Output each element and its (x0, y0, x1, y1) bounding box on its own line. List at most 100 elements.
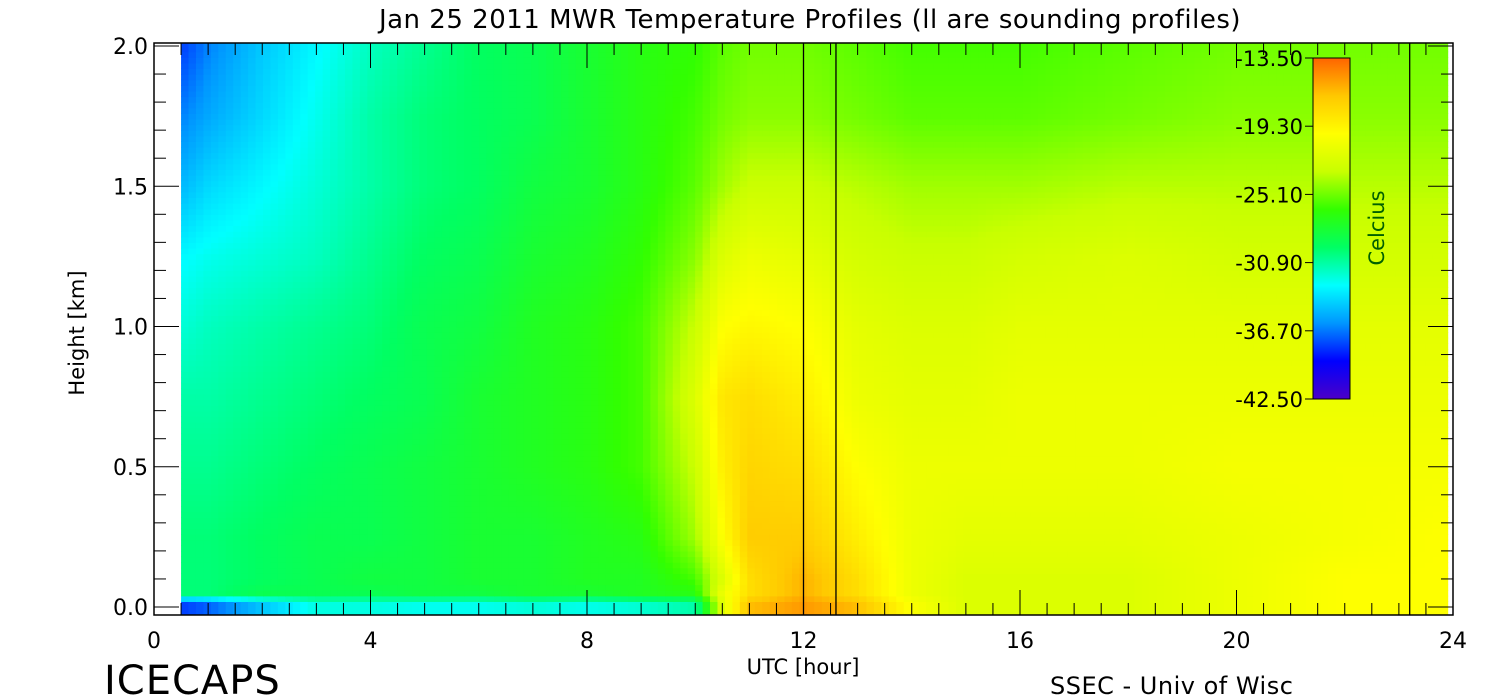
heatmap-cell (449, 466, 458, 473)
heatmap-cell (1149, 545, 1158, 552)
heatmap-cell (248, 466, 257, 473)
heatmap-cell (1253, 562, 1262, 569)
heatmap-cell (590, 483, 599, 490)
heatmap-cell (888, 590, 897, 597)
heatmap-cell (814, 506, 823, 513)
heatmap-cell (300, 461, 309, 468)
heatmap-cell (412, 539, 421, 546)
heatmap-cell (739, 595, 748, 602)
heatmap-cell (1231, 472, 1240, 479)
heatmap-cell (806, 584, 815, 591)
heatmap-cell (873, 567, 882, 574)
heatmap-cell (702, 449, 711, 457)
heatmap-cell (732, 578, 741, 586)
heatmap-cell (873, 461, 882, 468)
heatmap-cell (344, 550, 354, 558)
heatmap-cell (1164, 556, 1173, 563)
heatmap-cell (307, 506, 316, 513)
heatmap-cell (1067, 489, 1076, 496)
heatmap-cell (583, 534, 592, 541)
heatmap-cell (1306, 455, 1315, 462)
heatmap-cell (1298, 455, 1307, 462)
heatmap-cell (1171, 584, 1180, 591)
heatmap-cell (1209, 500, 1218, 507)
heatmap-cell (873, 472, 882, 479)
heatmap-cell (866, 584, 875, 591)
heatmap-cell (397, 444, 406, 451)
heatmap-cell (1224, 449, 1233, 457)
heatmap-cell (888, 545, 897, 552)
heatmap-cell (1134, 590, 1143, 597)
heatmap-cell (784, 472, 793, 479)
heatmap-cell (300, 500, 309, 507)
heatmap-cell (471, 556, 480, 563)
heatmap-cell (1134, 550, 1143, 558)
heatmap-cell (374, 449, 383, 457)
heatmap-cell (397, 466, 406, 473)
heatmap-cell (1030, 455, 1039, 462)
heatmap-cell (382, 528, 391, 535)
heatmap-cell (1008, 562, 1017, 569)
heatmap-cell (575, 534, 584, 541)
heatmap-cell (218, 567, 227, 574)
heatmap-cell (412, 449, 421, 457)
heatmap-cell (1142, 455, 1151, 462)
heatmap-cell (1216, 449, 1225, 457)
heatmap-cell (1291, 567, 1300, 574)
heatmap-cell (717, 573, 726, 580)
heatmap-cell (1060, 477, 1069, 485)
heatmap-cell (1119, 590, 1128, 597)
heatmap-cell (777, 449, 786, 457)
heatmap-cell (203, 494, 212, 502)
heatmap-cell (1395, 517, 1404, 524)
heatmap-cell (680, 517, 689, 524)
heatmap-cell (1179, 556, 1188, 563)
heatmap-cell (754, 489, 763, 496)
heatmap-cell (471, 517, 480, 524)
heatmap-cell (359, 455, 368, 462)
heatmap-cell (233, 522, 242, 530)
heatmap-cell (404, 517, 413, 524)
heatmap-cell (1134, 461, 1143, 468)
heatmap-cell (926, 539, 935, 546)
heatmap-cell (1209, 506, 1218, 513)
heatmap-cell (1075, 567, 1084, 574)
heatmap-cell (508, 578, 517, 586)
heatmap-cell (583, 472, 592, 479)
heatmap-cell (1387, 494, 1397, 502)
heatmap-cell (911, 500, 920, 507)
heatmap-cell (903, 601, 912, 615)
heatmap-cell (762, 466, 771, 473)
heatmap-cell (240, 461, 249, 468)
heatmap-cell (531, 449, 540, 457)
heatmap-cell (605, 483, 614, 490)
heatmap-cell (1365, 466, 1374, 473)
heatmap-cell (300, 562, 309, 569)
heatmap-cell (1082, 545, 1091, 552)
heatmap-cell (337, 444, 346, 451)
heatmap-cell (859, 477, 868, 485)
heatmap-cell (1037, 506, 1046, 513)
heatmap-cell (1045, 595, 1054, 602)
heatmap-cell (1231, 528, 1240, 535)
heatmap-cell (1417, 545, 1426, 552)
heatmap-cell (769, 489, 778, 496)
heatmap-cell (508, 539, 517, 546)
heatmap-cell (963, 573, 972, 580)
heatmap-cell (762, 550, 771, 558)
heatmap-cell (1067, 522, 1076, 530)
heatmap-cell (359, 601, 368, 615)
heatmap-cell (1313, 461, 1322, 468)
heatmap-cell (702, 444, 711, 451)
heatmap-cell (255, 472, 264, 479)
heatmap-cell (1067, 506, 1076, 513)
heatmap-cell (881, 466, 890, 473)
heatmap-cell (926, 562, 935, 569)
heatmap-cell (1298, 590, 1307, 597)
heatmap-cell (955, 556, 964, 563)
heatmap-cell (523, 461, 532, 468)
heatmap-cell (1022, 449, 1031, 457)
heatmap-cell (665, 517, 674, 524)
heatmap-cell (367, 567, 376, 574)
heatmap-cell (1142, 477, 1151, 485)
